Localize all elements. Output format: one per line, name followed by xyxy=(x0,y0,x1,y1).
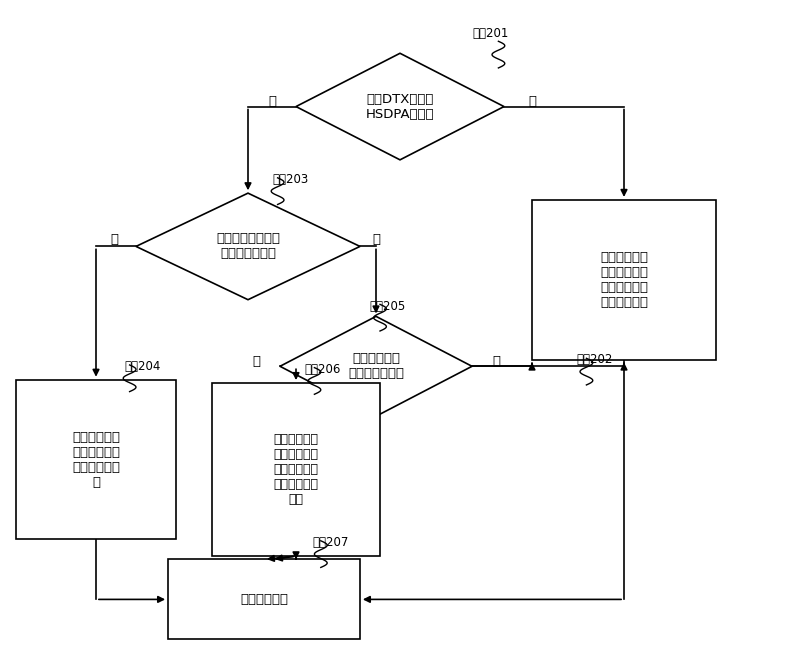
Text: 步骤201: 步骤201 xyxy=(472,27,508,40)
Text: 否: 否 xyxy=(528,95,536,108)
Text: 当前时刻存在
用户上行信号？: 当前时刻存在 用户上行信号？ xyxy=(348,352,404,380)
Text: 步骤202: 步骤202 xyxy=(576,353,612,366)
Text: 根据用户的上
行信号信息计
算当前时刻的
业务波束权值: 根据用户的上 行信号信息计 算当前时刻的 业务波束权值 xyxy=(600,250,648,309)
Text: 步骤205: 步骤205 xyxy=(370,300,406,313)
Text: 步骤204: 步骤204 xyxy=(124,360,160,373)
Polygon shape xyxy=(296,53,504,160)
Text: 上、下行时间间隔
超过时间门限？: 上、下行时间间隔 超过时间门限？ xyxy=(216,232,280,260)
Text: 是: 是 xyxy=(110,233,118,246)
Text: 上行DTX模式或
HSDPA模式？: 上行DTX模式或 HSDPA模式？ xyxy=(366,93,434,121)
Text: 步骤207: 步骤207 xyxy=(312,536,348,549)
Bar xyxy=(532,200,716,360)
Bar xyxy=(16,380,176,539)
Text: 下行波束赋形: 下行波束赋形 xyxy=(240,593,288,606)
Polygon shape xyxy=(136,193,360,300)
Text: 是: 是 xyxy=(268,95,276,108)
Text: 否: 否 xyxy=(253,355,261,368)
Text: 当前时刻的波
束赋形权值采
用上一时刻的
历史业务波束
权值: 当前时刻的波 束赋形权值采 用上一时刻的 历史业务波束 权值 xyxy=(274,433,318,506)
Text: 步骤203: 步骤203 xyxy=(272,173,308,186)
Polygon shape xyxy=(280,316,472,416)
Text: 否: 否 xyxy=(372,233,380,246)
Text: 当前时刻的波
束赋形权值采
用广播波束权
值: 当前时刻的波 束赋形权值采 用广播波束权 值 xyxy=(72,430,120,489)
Bar xyxy=(212,383,380,556)
Bar xyxy=(168,559,360,639)
Text: 是: 是 xyxy=(492,355,500,368)
Text: 步骤206: 步骤206 xyxy=(304,363,340,376)
